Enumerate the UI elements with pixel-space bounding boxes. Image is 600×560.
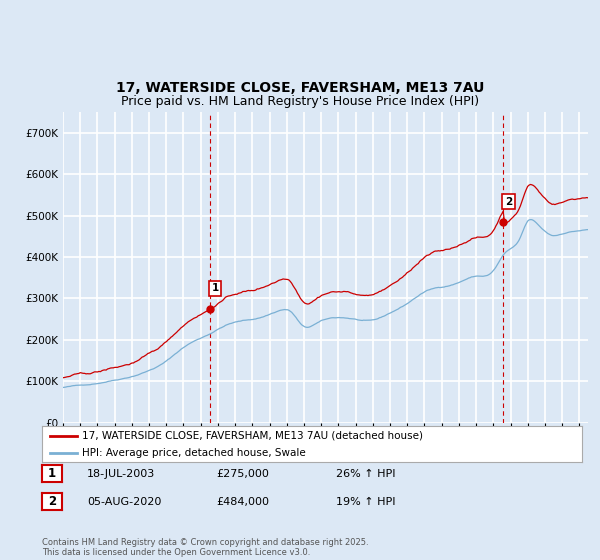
Text: 17, WATERSIDE CLOSE, FAVERSHAM, ME13 7AU (detached house): 17, WATERSIDE CLOSE, FAVERSHAM, ME13 7AU… xyxy=(83,431,424,441)
Text: 1: 1 xyxy=(48,466,56,480)
Text: 17, WATERSIDE CLOSE, FAVERSHAM, ME13 7AU: 17, WATERSIDE CLOSE, FAVERSHAM, ME13 7AU xyxy=(116,81,484,95)
Text: 19% ↑ HPI: 19% ↑ HPI xyxy=(336,497,395,507)
Text: 1: 1 xyxy=(212,283,219,293)
Text: Price paid vs. HM Land Registry's House Price Index (HPI): Price paid vs. HM Land Registry's House … xyxy=(121,95,479,108)
Text: Contains HM Land Registry data © Crown copyright and database right 2025.
This d: Contains HM Land Registry data © Crown c… xyxy=(42,538,368,557)
Text: 05-AUG-2020: 05-AUG-2020 xyxy=(87,497,161,507)
Text: £275,000: £275,000 xyxy=(216,469,269,479)
Text: HPI: Average price, detached house, Swale: HPI: Average price, detached house, Swal… xyxy=(83,448,306,458)
Text: 18-JUL-2003: 18-JUL-2003 xyxy=(87,469,155,479)
Text: 26% ↑ HPI: 26% ↑ HPI xyxy=(336,469,395,479)
Text: 2: 2 xyxy=(48,494,56,508)
Text: £484,000: £484,000 xyxy=(216,497,269,507)
Text: 2: 2 xyxy=(505,197,512,207)
